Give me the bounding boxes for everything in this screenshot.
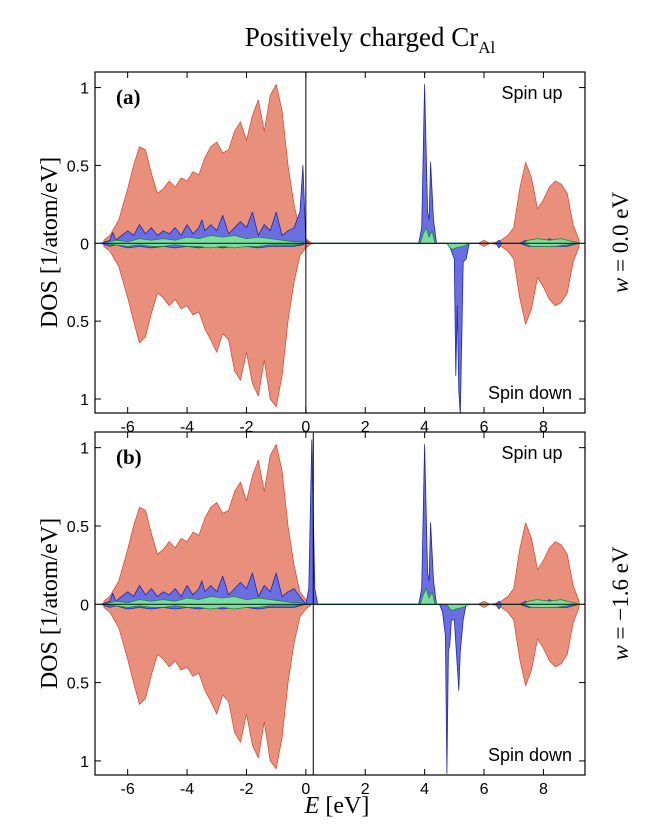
plot-area [100, 84, 580, 413]
x-tick-label: -6 [121, 781, 135, 798]
y-tick-label: 0.5 [67, 676, 89, 693]
y-tick-label: 0.5 [67, 314, 89, 331]
y-tick-label: 1 [80, 441, 89, 458]
x-tick-label: 6 [480, 781, 489, 798]
y-axis-label: DOS [1/atom/eV] [37, 157, 63, 328]
panel-label: (b) [116, 445, 142, 469]
x-tick-label: 0 [301, 419, 310, 436]
y-tick-label: 1 [80, 81, 89, 98]
spin-up-label: Spin up [501, 443, 562, 463]
spin-down-label: Spin down [488, 383, 572, 403]
x-tick-label: -4 [180, 781, 194, 798]
x-tick-label: 2 [361, 781, 370, 798]
series-total-spin-up [103, 84, 580, 244]
series-cr-spin-up [100, 439, 580, 605]
spin-down-label: Spin down [488, 745, 572, 765]
hybrid-parameter-symbol: w [608, 277, 633, 293]
hybrid-parameter-label: w = 0.0 eV [608, 192, 633, 294]
y-axis-label: DOS [1/atom/eV] [37, 518, 63, 689]
x-tick-label: 8 [539, 781, 548, 798]
y-tick-label: 1 [80, 392, 89, 409]
series-minor-spin-down [103, 242, 580, 250]
plot-frame [94, 71, 586, 414]
series-minor-spin-down [103, 603, 580, 611]
y-tick-label: 0.5 [67, 519, 89, 536]
hybrid-parameter-value: = 0.0 eV [608, 192, 633, 278]
series-total-spin-up [103, 444, 580, 605]
x-tick-label: 2 [361, 419, 370, 436]
x-tick-label: 0 [301, 781, 310, 798]
series-cr-spin-up [100, 84, 580, 244]
figure-title: Positively charged CrAl [245, 22, 496, 57]
x-axis-label: E [eV] [304, 793, 370, 819]
x-tick-label: 6 [480, 419, 489, 436]
y-tick-label: 0 [80, 236, 89, 253]
y-tick-label: 1 [80, 754, 89, 771]
hybrid-parameter-value: = −1.6 eV [608, 546, 633, 645]
series-minor-spin-up [103, 588, 580, 605]
series-minor-spin-up [103, 227, 580, 244]
hybrid-parameter-label: w = −1.6 eV [608, 546, 633, 660]
series-total-spin-down [103, 242, 580, 408]
plot-area [100, 439, 580, 774]
x-tick-label: 4 [420, 781, 429, 798]
dos-panel-b: -6 -4 -2 0 2 4 6 8 1 0.5 0 0.5 1 (b) Spin up Spin down D… [37, 431, 633, 798]
y-tick-label: 0 [80, 597, 89, 614]
spin-up-label: Spin up [501, 83, 562, 103]
plot-frame [94, 431, 586, 776]
series-total-spin-down [103, 603, 580, 770]
y-tick-label: 0.5 [67, 158, 89, 175]
x-tick-label: 8 [539, 419, 548, 436]
hybrid-parameter-symbol: w [608, 645, 633, 661]
panel-label: (a) [116, 85, 141, 109]
x-tick-label: 4 [420, 419, 429, 436]
x-tick-label: -2 [239, 781, 253, 798]
